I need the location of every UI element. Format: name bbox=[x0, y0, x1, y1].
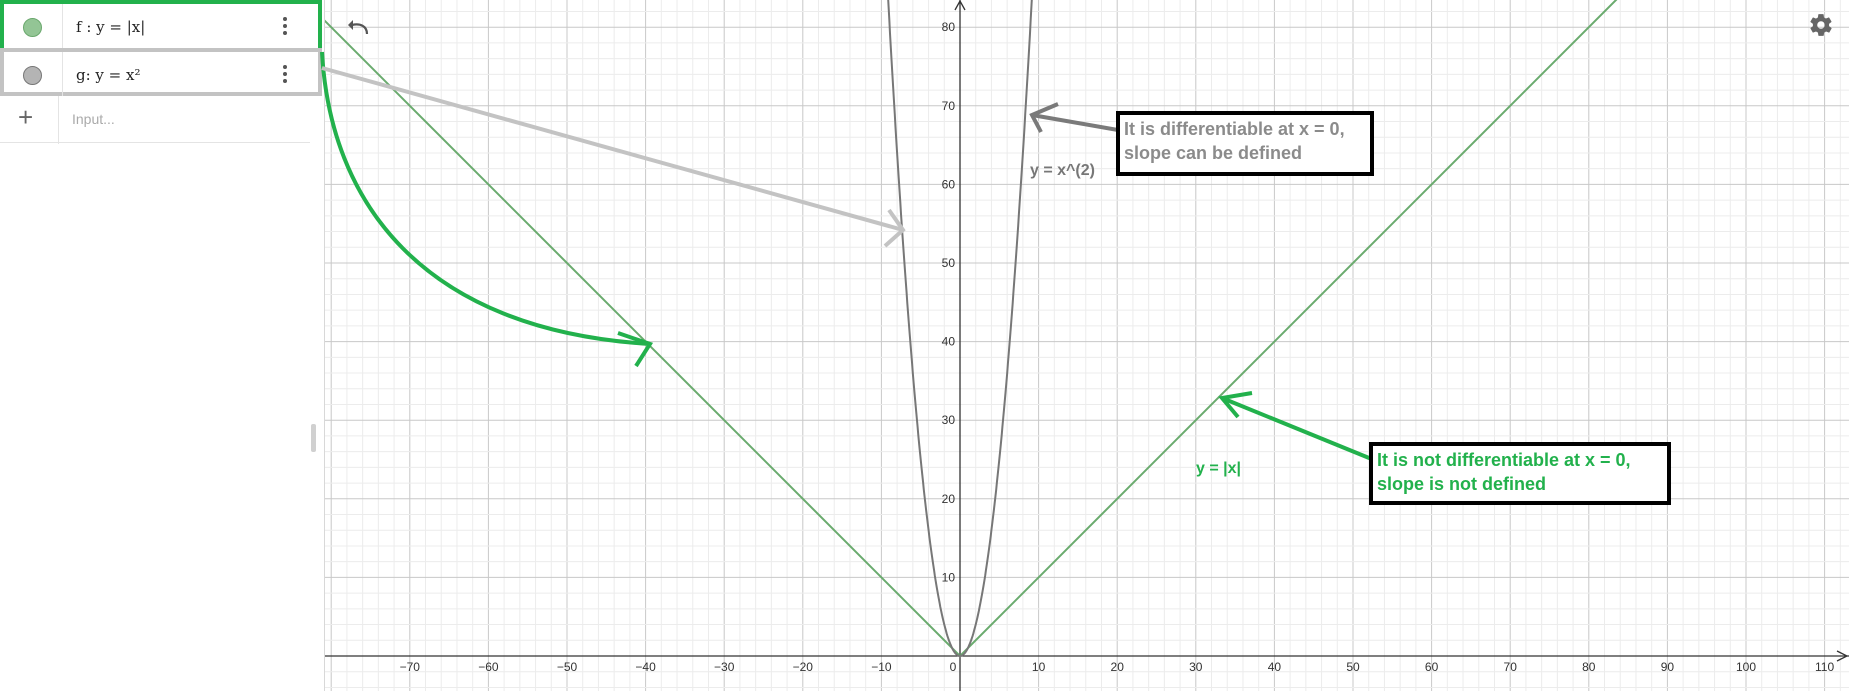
graphing-view[interactable]: −70 −60 −50 −40 −30 −20 −10 0 10 20 30 40 50 60 70 80 90… bbox=[325, 0, 1849, 691]
x-tick-label: −30 bbox=[714, 660, 735, 674]
x-tick-label: 0 bbox=[950, 660, 957, 674]
y-tick-label: 60 bbox=[942, 177, 956, 191]
visibility-toggle-g[interactable] bbox=[23, 66, 42, 85]
x-tick-label: 60 bbox=[1425, 660, 1439, 674]
dark-arrowhead bbox=[1029, 102, 1059, 133]
annotation-text: slope can be defined bbox=[1124, 143, 1303, 163]
x-tick-label: 100 bbox=[1736, 660, 1756, 674]
x-tick-label: 40 bbox=[1268, 660, 1282, 674]
x-axis-arrow bbox=[1836, 650, 1849, 662]
y-axis-arrow bbox=[954, 0, 966, 11]
y-tick-label: 40 bbox=[942, 335, 956, 349]
annotation-box-g: It is differentiable at x = 0, slope can… bbox=[1116, 111, 1374, 176]
algebra-item-g[interactable]: g: y = x² bbox=[0, 48, 322, 100]
tick-labels: −70 −60 −50 −40 −30 −20 −10 0 10 20 30 40 50 60 70 80 90… bbox=[400, 20, 1835, 674]
axes bbox=[325, 0, 1849, 691]
curve-g-square bbox=[887, 0, 1033, 658]
expression-g[interactable]: g: y = x² bbox=[76, 66, 141, 84]
green-straight-arrowhead bbox=[1218, 391, 1253, 419]
algebra-panel: f : y = |x| g: y = x² + Input... bbox=[0, 0, 325, 691]
x-tick-label: −10 bbox=[871, 660, 892, 674]
x-tick-label: 50 bbox=[1346, 660, 1360, 674]
divider bbox=[62, 52, 63, 100]
green-curved-arrow bbox=[320, 51, 651, 346]
annotation-text: It is not differentiable at x = 0, bbox=[1377, 450, 1631, 470]
x-tick-label: 70 bbox=[1504, 660, 1518, 674]
panel-resize-handle[interactable] bbox=[311, 424, 316, 452]
x-tick-label: 110 bbox=[1815, 660, 1834, 674]
annotation-box-f: It is not differentiable at x = 0, slope… bbox=[1369, 442, 1671, 505]
green-arrowhead bbox=[617, 331, 654, 368]
settings-gear-icon[interactable] bbox=[1808, 12, 1834, 38]
y-tick-label: 20 bbox=[942, 492, 956, 506]
x-tick-label: −40 bbox=[635, 660, 656, 674]
x-tick-label: 30 bbox=[1189, 660, 1203, 674]
x-tick-label: −60 bbox=[478, 660, 499, 674]
x-tick-label: 20 bbox=[1111, 660, 1125, 674]
algebra-input-row[interactable]: + Input... bbox=[0, 96, 310, 144]
annotation-text: It is differentiable at x = 0, bbox=[1124, 119, 1345, 139]
x-tick-label: 10 bbox=[1032, 660, 1046, 674]
algebra-item-f[interactable]: f : y = |x| bbox=[0, 0, 322, 52]
x-tick-label: 80 bbox=[1582, 660, 1596, 674]
y-tick-label: 30 bbox=[942, 413, 956, 427]
more-menu-icon[interactable] bbox=[280, 62, 290, 90]
annotation-text: slope is not defined bbox=[1377, 474, 1547, 494]
y-tick-label: 70 bbox=[942, 99, 956, 113]
green-straight-arrow bbox=[1221, 396, 1375, 462]
curve-label-g: y = x^(2) bbox=[1030, 162, 1095, 179]
gray-arrow bbox=[321, 66, 904, 232]
visibility-toggle-f[interactable] bbox=[23, 18, 42, 37]
dark-arrow bbox=[1031, 113, 1119, 132]
input-field[interactable]: Input... bbox=[72, 111, 115, 127]
expression-f[interactable]: f : y = |x| bbox=[76, 18, 146, 36]
y-tick-label: 10 bbox=[942, 570, 956, 584]
x-tick-label: −70 bbox=[400, 660, 421, 674]
x-tick-label: −50 bbox=[557, 660, 578, 674]
divider bbox=[62, 4, 63, 52]
y-tick-label: 50 bbox=[942, 256, 956, 270]
gray-arrowhead bbox=[883, 208, 906, 248]
more-menu-icon[interactable] bbox=[280, 14, 290, 42]
x-tick-label: 90 bbox=[1661, 660, 1675, 674]
undo-icon[interactable] bbox=[346, 16, 372, 42]
y-tick-label: 80 bbox=[942, 20, 956, 34]
x-tick-label: −20 bbox=[793, 660, 814, 674]
curve-label-f: y = |x| bbox=[1196, 460, 1241, 477]
add-icon[interactable]: + bbox=[18, 102, 34, 132]
divider bbox=[58, 96, 59, 144]
